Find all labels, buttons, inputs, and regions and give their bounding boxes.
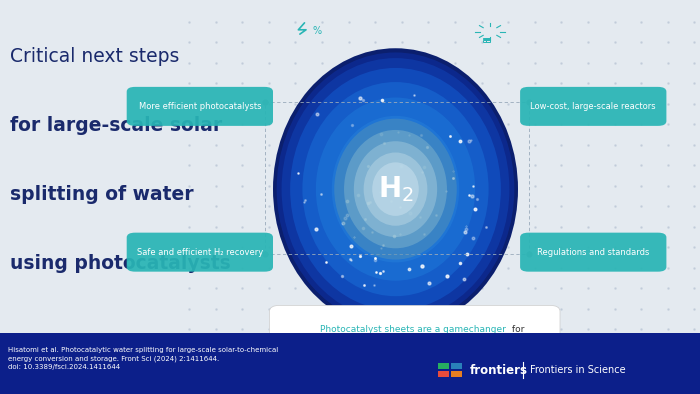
Text: H$_2$: H$_2$ — [377, 174, 414, 204]
FancyBboxPatch shape — [127, 87, 273, 126]
FancyBboxPatch shape — [451, 371, 462, 377]
Ellipse shape — [290, 68, 500, 310]
Text: %: % — [312, 26, 321, 35]
FancyBboxPatch shape — [451, 363, 462, 370]
Text: More efficient photocatalysts: More efficient photocatalysts — [139, 102, 261, 111]
Ellipse shape — [372, 162, 419, 216]
Text: Low-cost, large-scale reactors: Low-cost, large-scale reactors — [531, 102, 656, 111]
Text: frontiers: frontiers — [470, 364, 528, 377]
Text: for: for — [510, 325, 524, 334]
Ellipse shape — [334, 119, 456, 260]
Text: producing plentiful, low-cost green hydrogen: producing plentiful, low-cost green hydr… — [313, 348, 517, 357]
Text: using photocatalysts: using photocatalysts — [10, 254, 231, 273]
Text: Photocatalyst sheets are a gamechanger: Photocatalyst sheets are a gamechanger — [321, 325, 506, 334]
FancyBboxPatch shape — [270, 305, 560, 374]
Text: for large-scale solar: for large-scale solar — [10, 116, 223, 135]
Text: splitting of water: splitting of water — [10, 185, 194, 204]
Ellipse shape — [281, 58, 510, 320]
Ellipse shape — [273, 48, 518, 330]
Ellipse shape — [276, 52, 514, 326]
Ellipse shape — [363, 152, 427, 226]
Ellipse shape — [354, 141, 437, 237]
Text: Hisatomi et al. Photocatalytic water splitting for large-scale solar-to-chemical: Hisatomi et al. Photocatalytic water spl… — [8, 347, 279, 370]
Ellipse shape — [316, 98, 475, 281]
FancyBboxPatch shape — [0, 333, 700, 394]
Text: Frontiers in Science: Frontiers in Science — [530, 365, 626, 375]
FancyBboxPatch shape — [127, 232, 273, 272]
Text: Regulations and standards: Regulations and standards — [537, 248, 650, 256]
Text: Critical next steps: Critical next steps — [10, 47, 180, 66]
Ellipse shape — [332, 116, 459, 262]
Ellipse shape — [302, 82, 489, 296]
Text: Safe and efficient H₂ recovery: Safe and efficient H₂ recovery — [136, 248, 263, 256]
FancyBboxPatch shape — [438, 363, 449, 370]
FancyBboxPatch shape — [520, 232, 666, 272]
FancyBboxPatch shape — [438, 371, 449, 377]
Ellipse shape — [344, 130, 447, 248]
FancyBboxPatch shape — [520, 87, 666, 126]
